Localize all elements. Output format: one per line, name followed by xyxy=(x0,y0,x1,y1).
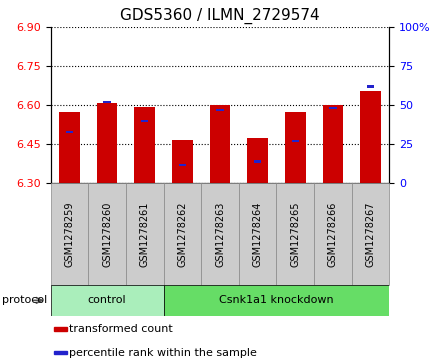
Bar xyxy=(367,86,374,87)
Bar xyxy=(239,183,276,285)
Text: GSM1278259: GSM1278259 xyxy=(64,201,74,267)
Title: GDS5360 / ILMN_2729574: GDS5360 / ILMN_2729574 xyxy=(120,8,320,24)
Text: GSM1278260: GSM1278260 xyxy=(102,201,112,267)
Bar xyxy=(51,285,164,316)
Bar xyxy=(88,183,126,285)
Bar xyxy=(216,109,224,111)
Text: GSM1278265: GSM1278265 xyxy=(290,201,300,267)
Bar xyxy=(247,138,268,183)
Text: percentile rank within the sample: percentile rank within the sample xyxy=(70,348,257,358)
Text: control: control xyxy=(88,295,126,305)
Bar xyxy=(164,285,389,316)
Text: GSM1278266: GSM1278266 xyxy=(328,201,338,267)
Bar xyxy=(103,101,111,103)
Text: transformed count: transformed count xyxy=(70,324,173,334)
Bar xyxy=(276,183,314,285)
Bar xyxy=(141,120,148,122)
Text: GSM1278261: GSM1278261 xyxy=(140,201,150,267)
Bar xyxy=(209,105,231,183)
Text: Csnk1a1 knockdown: Csnk1a1 knockdown xyxy=(219,295,334,305)
Bar xyxy=(134,107,155,183)
Bar xyxy=(97,103,117,183)
Bar xyxy=(54,327,67,331)
Text: protocol: protocol xyxy=(2,295,48,305)
Bar xyxy=(59,112,80,183)
Bar xyxy=(172,140,193,183)
Bar xyxy=(164,183,201,285)
Bar xyxy=(54,351,67,354)
Bar xyxy=(179,164,186,166)
Bar xyxy=(51,183,88,285)
Bar xyxy=(201,183,239,285)
Bar xyxy=(292,140,299,142)
Bar xyxy=(285,112,306,183)
Bar xyxy=(323,105,343,183)
Bar xyxy=(360,91,381,183)
Text: GSM1278262: GSM1278262 xyxy=(177,201,187,267)
Bar xyxy=(352,183,389,285)
Bar xyxy=(126,183,164,285)
Bar xyxy=(329,107,337,109)
Text: GSM1278267: GSM1278267 xyxy=(366,201,376,267)
Text: GSM1278264: GSM1278264 xyxy=(253,201,263,267)
Bar xyxy=(254,160,261,163)
Text: GSM1278263: GSM1278263 xyxy=(215,201,225,267)
Bar xyxy=(66,131,73,133)
Bar xyxy=(314,183,352,285)
